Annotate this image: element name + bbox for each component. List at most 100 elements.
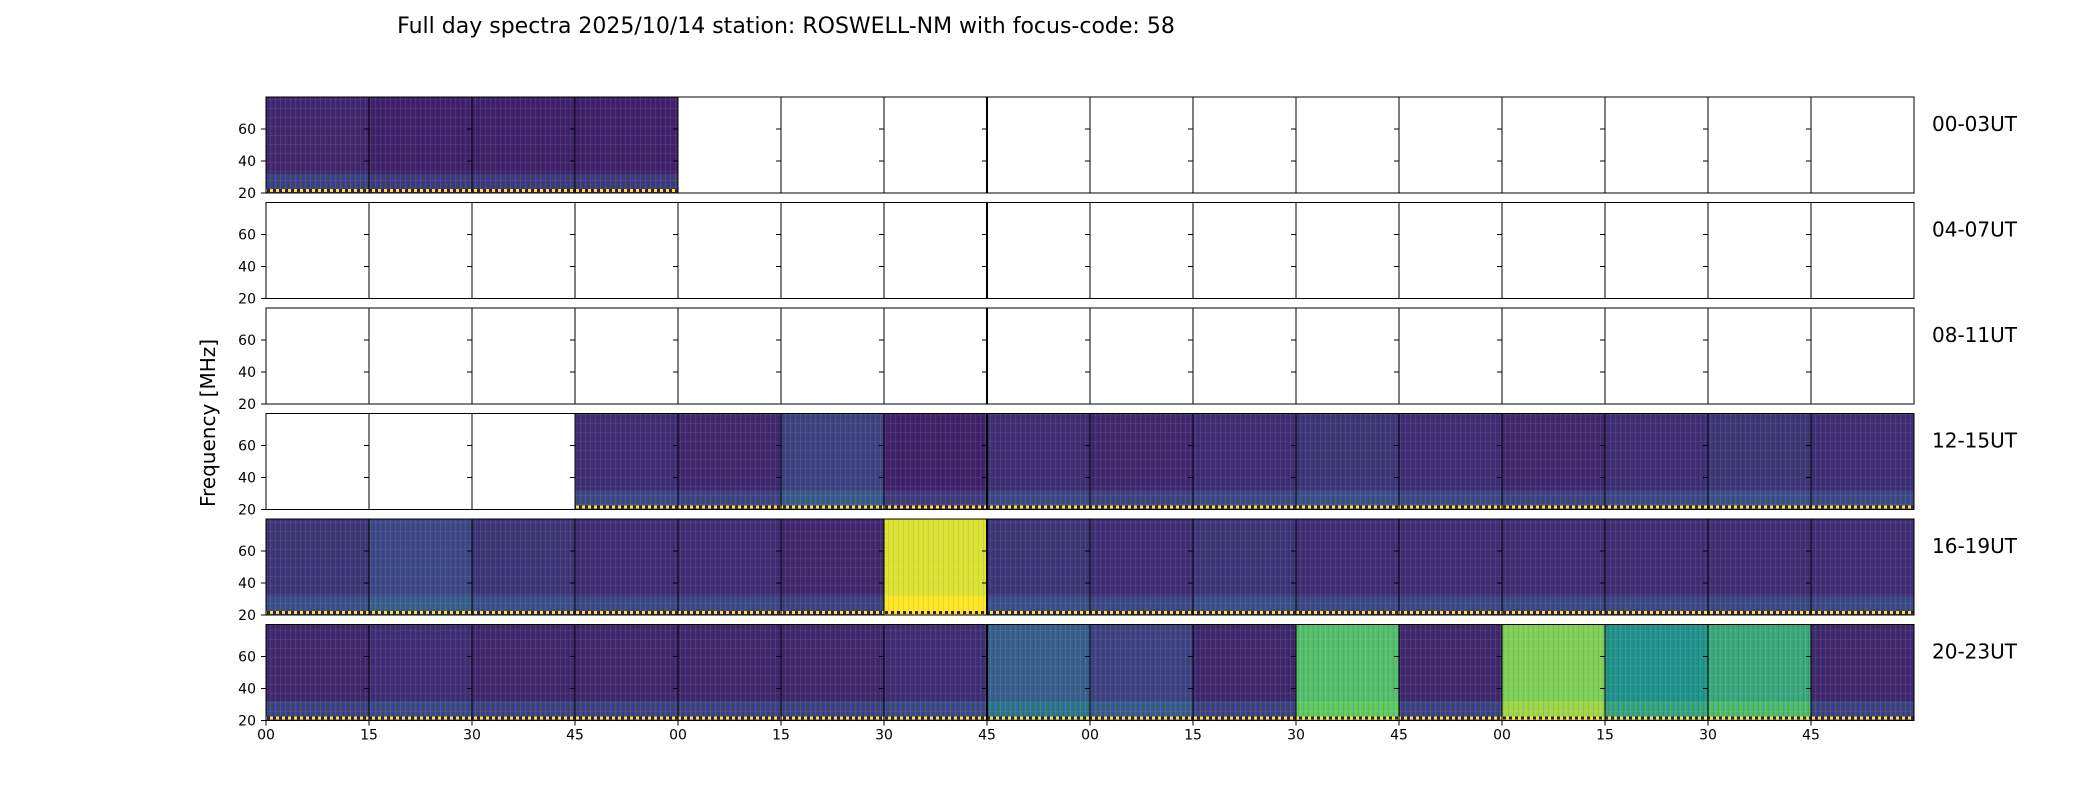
empty-panel (678, 202, 781, 299)
baseline-dots (1193, 611, 1296, 614)
x-tick-label: 45 (1390, 728, 1408, 744)
empty-panel (1811, 202, 1914, 299)
y-tick-label: 20 (238, 714, 256, 730)
y-tick-label: 40 (238, 154, 256, 170)
empty-panel (369, 308, 472, 404)
spectra-row-20-23UT: 60 40 20 20-23UT (238, 624, 2018, 730)
panel-lines (1502, 413, 1605, 510)
x-tick-label: 30 (1699, 728, 1717, 744)
empty-panel (781, 202, 884, 299)
baseline-dots (1090, 611, 1193, 614)
empty-panel (1605, 308, 1708, 404)
row-label: 20-23UT (1932, 640, 2018, 664)
y-tick-label: 20 (238, 292, 256, 308)
spectra-row-12-15UT: 60 40 20 12-15UT (238, 413, 2018, 519)
panel-lines (1811, 519, 1914, 615)
empty-panel (1090, 202, 1193, 299)
baseline-dots (1811, 716, 1914, 720)
empty-panel (1296, 308, 1399, 404)
x-tick-label: 15 (1184, 728, 1202, 744)
panel-lines (884, 413, 987, 510)
empty-panel (1296, 97, 1399, 193)
y-tick-label: 20 (238, 503, 256, 519)
x-tick-label: 00 (1081, 728, 1099, 744)
y-tick-label: 40 (238, 471, 256, 487)
panel-lines (1708, 413, 1811, 510)
y-tick-label: 60 (238, 333, 256, 349)
x-tick-label: 45 (978, 728, 996, 744)
panel-lines (1605, 413, 1708, 510)
panel-lines (678, 519, 781, 615)
panel-lines (987, 519, 1090, 615)
panel-lines (1811, 413, 1914, 510)
panel-lines (575, 519, 678, 615)
empty-panel (987, 202, 1090, 299)
empty-panel (1605, 97, 1708, 193)
empty-panel (472, 202, 575, 299)
spectra-row-16-19UT: 60 40 20 16-19UT (238, 518, 2018, 624)
spectra-row-04-07UT: 60 40 20 04-07UT (238, 202, 2018, 308)
empty-panel (884, 308, 987, 404)
panel-lines (1090, 624, 1193, 721)
panel-lines (575, 413, 678, 510)
panel-lines (884, 624, 987, 721)
baseline-dots (472, 716, 575, 720)
baseline-dots (1296, 611, 1399, 614)
baseline-dots (678, 716, 781, 720)
row-frame (265, 307, 1915, 405)
empty-panel (1502, 308, 1605, 404)
y-tick-label: 40 (238, 576, 256, 592)
panel-lines (1193, 413, 1296, 510)
y-tick-label: 60 (238, 439, 256, 455)
baseline-dots (678, 611, 781, 614)
x-tick-label: 30 (875, 728, 893, 744)
baseline-dots (369, 716, 472, 720)
baseline-dots (1811, 611, 1914, 614)
row-frame (265, 96, 1915, 194)
panel-lines (1193, 519, 1296, 615)
panel-lines (1502, 624, 1605, 721)
panel-lines (781, 519, 884, 615)
baseline-dots (884, 716, 987, 720)
row-frame (265, 202, 1915, 299)
baseline-dots (369, 611, 472, 614)
panel-lines (369, 624, 472, 721)
y-tick-label: 60 (238, 122, 256, 138)
baseline-dots (1399, 716, 1502, 720)
empty-panel (1502, 202, 1605, 299)
chart-title: Full day spectra 2025/10/14 station: ROS… (397, 14, 1175, 39)
empty-panel (266, 413, 369, 510)
empty-panel (987, 97, 1090, 193)
row-frame (265, 413, 1915, 510)
baseline-dots (369, 189, 472, 192)
baseline-dots (472, 611, 575, 614)
x-tick-label: 00 (257, 728, 275, 744)
empty-panel (1399, 97, 1502, 193)
empty-panel (1193, 97, 1296, 193)
panel-lines (987, 624, 1090, 721)
panel-lines (1605, 624, 1708, 721)
baseline-dots (1708, 611, 1811, 614)
spectra-rows: 60402000-03UT60402004-07UT60402008-11UT6… (238, 96, 2018, 730)
empty-panel (987, 308, 1090, 404)
y-tick-label: 20 (238, 186, 256, 202)
baseline-dots (1296, 716, 1399, 720)
empty-panel (1296, 202, 1399, 299)
panel-lines (1296, 624, 1399, 721)
baseline-dots (781, 611, 884, 614)
spectra-row-00-03UT: 60 40 20 00-03UT (238, 96, 2018, 202)
panel-lines (266, 519, 369, 615)
baseline-dots (987, 611, 1090, 614)
empty-panel (472, 413, 575, 510)
panel-lines (1708, 519, 1811, 615)
empty-panel (575, 308, 678, 404)
baseline-dots (1811, 505, 1914, 509)
empty-panel (369, 202, 472, 299)
empty-panel (369, 413, 472, 510)
baseline-dots (1399, 505, 1502, 509)
x-tick-label: 15 (1596, 728, 1614, 744)
panel-lines (575, 624, 678, 721)
baseline-dots (1502, 716, 1605, 720)
x-tick-label: 45 (566, 728, 584, 744)
